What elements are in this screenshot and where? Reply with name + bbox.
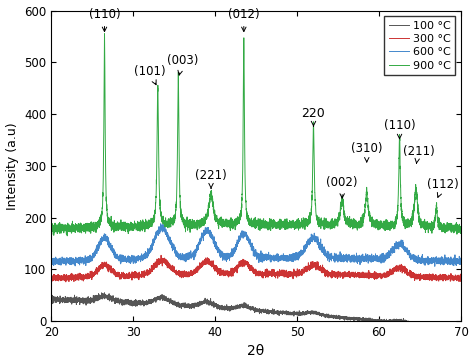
100 °C [101,290,107,295]
100 °C [48,296,54,300]
900 °C [458,230,464,234]
100 °C [456,327,461,331]
Y-axis label: Intensity (a.u): Intensity (a.u) [6,122,18,210]
300 °C [294,272,300,276]
Text: (002): (002) [327,176,358,198]
Line: 100 °C: 100 °C [51,293,461,329]
300 °C [315,266,321,271]
900 °C [123,224,128,229]
300 °C [458,277,464,281]
300 °C [385,271,391,276]
300 °C [48,278,54,282]
100 °C [123,299,128,304]
Text: (310): (310) [351,142,383,162]
600 °C [48,259,54,263]
Text: (110): (110) [384,119,415,139]
Text: (101): (101) [134,65,165,85]
900 °C [315,218,321,222]
300 °C [354,273,360,277]
100 °C [458,325,464,329]
900 °C [64,234,70,238]
900 °C [205,208,211,213]
Legend: 100 °C, 300 °C, 600 °C, 900 °C: 100 °C, 300 °C, 600 °C, 900 °C [384,16,456,75]
Text: (110): (110) [89,8,120,32]
100 °C [385,318,391,323]
Line: 600 °C: 600 °C [51,224,461,266]
600 °C [458,258,464,262]
900 °C [354,223,360,227]
Line: 300 °C: 300 °C [51,255,461,282]
100 °C [294,312,300,316]
300 °C [63,280,69,284]
600 °C [385,252,391,256]
900 °C [294,223,300,228]
Line: 900 °C: 900 °C [51,34,461,236]
100 °C [354,316,360,320]
600 °C [158,222,164,226]
600 °C [315,234,320,239]
Text: (012): (012) [228,8,260,32]
900 °C [48,229,54,234]
X-axis label: 2θ: 2θ [247,344,265,359]
600 °C [354,257,360,261]
Text: 220: 220 [301,107,325,126]
600 °C [432,264,438,269]
600 °C [205,228,211,232]
Text: (003): (003) [167,55,198,75]
300 °C [205,260,211,264]
Text: (221): (221) [195,169,227,188]
600 °C [294,252,300,257]
Text: (211): (211) [402,145,434,163]
100 °C [205,299,211,304]
100 °C [315,311,320,316]
900 °C [101,32,107,36]
300 °C [158,253,164,257]
Text: (112): (112) [427,178,459,197]
600 °C [123,256,128,260]
300 °C [123,273,128,277]
900 °C [385,225,391,229]
